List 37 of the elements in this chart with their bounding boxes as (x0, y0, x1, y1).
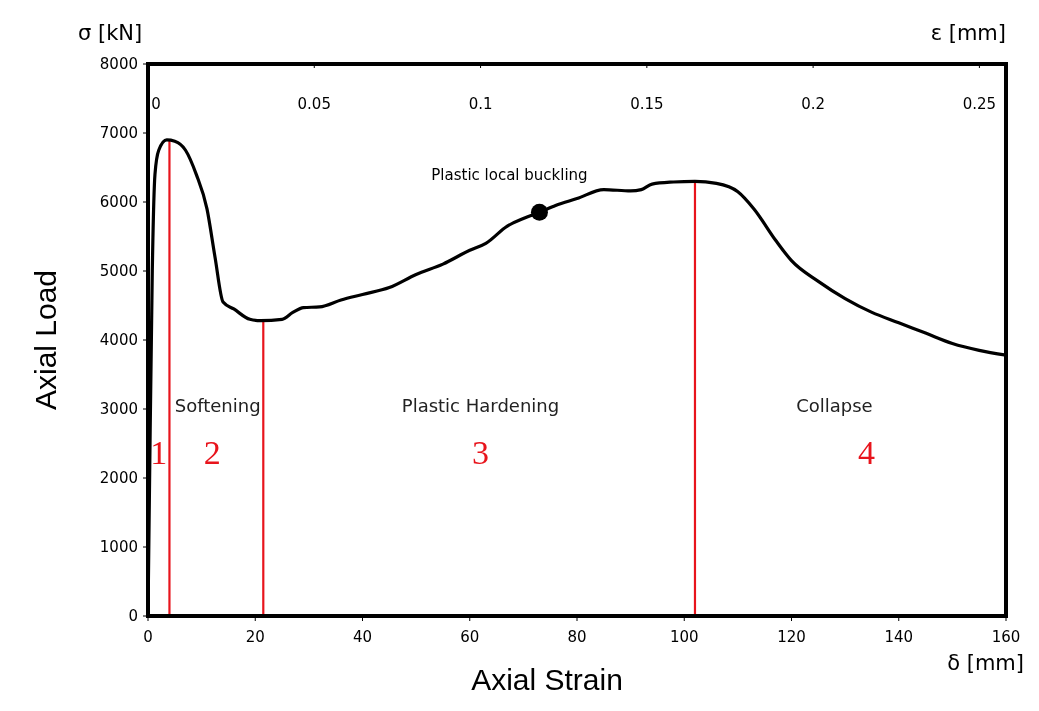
x-tick-label: 160 (991, 628, 1021, 646)
x2-tick-label: 0 (151, 95, 161, 113)
annotation: Collapse (796, 395, 873, 417)
y-tick-label: 7000 (99, 124, 138, 142)
x2-axis-title: ε [mm] (930, 21, 1006, 45)
x2-tick-label: 0.1 (468, 95, 493, 113)
x2-tick-label: 0.2 (801, 95, 826, 113)
y-tick-label: 6000 (99, 193, 138, 211)
annotation: Softening (174, 395, 261, 417)
x-tick-label: 140 (884, 628, 914, 646)
text: δ [mm] (947, 651, 1024, 675)
y-tick-label: 3000 (99, 400, 138, 418)
x-tick-label: 40 (352, 628, 373, 646)
x-axis-title: Axial Strain (471, 663, 623, 696)
annotation: 3 (471, 434, 489, 472)
y-tick-label: 0 (128, 607, 138, 625)
x-tick-label: 80 (567, 628, 587, 646)
x-tick-label: 60 (460, 628, 480, 646)
y-tick-label: 4000 (99, 331, 138, 349)
annotation: Plastic Hardening (401, 395, 560, 417)
annotation: Plastic local buckling (431, 166, 588, 185)
annotation: 2 (203, 434, 221, 472)
annotation: 1 (150, 434, 168, 472)
x-tick-label: 100 (669, 628, 699, 646)
x2-tick-label: 0.05 (297, 95, 331, 113)
y-tick-label: 8000 (99, 55, 138, 73)
text: σ [kN] (78, 21, 143, 45)
x2-tick-label: 0.15 (630, 95, 664, 113)
x-tick-label: 20 (245, 628, 265, 646)
y-axis-title: Axial Load (29, 269, 62, 411)
annotation: 4 (858, 434, 876, 472)
x-tick-label: 120 (777, 628, 806, 646)
y-tick-label: 1000 (99, 538, 138, 556)
y-tick-label: 5000 (99, 262, 138, 280)
x2-tick-label: 0.25 (962, 95, 997, 113)
y-tick-label: 2000 (99, 469, 138, 487)
x-tick-label: 0 (143, 628, 153, 646)
